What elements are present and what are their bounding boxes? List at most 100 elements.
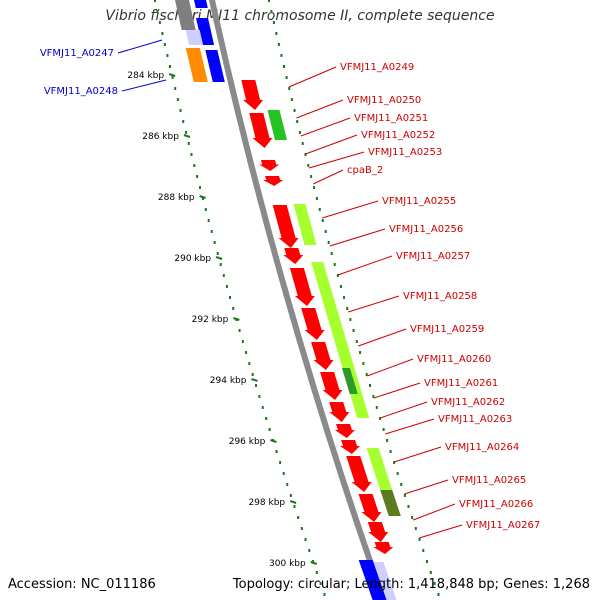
ring-dot bbox=[352, 329, 355, 332]
leader-line bbox=[296, 99, 344, 119]
ring-dot bbox=[310, 175, 313, 178]
ring-dot bbox=[163, 43, 166, 46]
gene-labels: VFMJ11_A0249 VFMJ11_A0250 VFMJ11_A0251 VFMJ… bbox=[40, 48, 540, 531]
gene-label: VFMJ11_A0265 bbox=[452, 475, 526, 486]
ring-dot bbox=[315, 197, 318, 200]
ring-dot bbox=[396, 472, 399, 475]
ring-dot bbox=[184, 131, 187, 134]
gene-block bbox=[366, 448, 393, 490]
gene-block bbox=[185, 30, 204, 45]
ring-dot bbox=[275, 32, 278, 35]
ring-dot bbox=[161, 32, 164, 35]
forward-cds-arrow bbox=[334, 424, 355, 438]
ring-dot bbox=[179, 109, 182, 112]
ring-dot bbox=[265, 417, 268, 420]
ring-dot bbox=[280, 54, 283, 57]
ring-dot bbox=[307, 164, 310, 167]
forward-cds-arrow bbox=[301, 308, 325, 340]
ring-dot bbox=[171, 76, 174, 79]
leader-line bbox=[288, 66, 337, 88]
tick-mark bbox=[233, 317, 240, 321]
gene-label: VFMJ11_A0260 bbox=[417, 354, 491, 365]
tick-ring bbox=[154, 0, 440, 596]
gene-label: VFMJ11_A0263 bbox=[438, 414, 512, 425]
tick-label: 292 kbp bbox=[192, 315, 229, 325]
ring-dot bbox=[407, 505, 410, 508]
ring-dot bbox=[168, 65, 171, 68]
forward-cds-arrow bbox=[249, 113, 273, 148]
ring-dot bbox=[241, 340, 244, 343]
gene-label: VFMJ11_A0251 bbox=[354, 113, 428, 124]
leader-line bbox=[329, 228, 386, 247]
ring-dot bbox=[324, 230, 327, 233]
ring-dot bbox=[245, 351, 248, 354]
tick-label: 298 kbp bbox=[248, 498, 285, 508]
gene-label: VFMJ11_A0259 bbox=[410, 324, 484, 335]
ring-dot bbox=[293, 505, 296, 508]
ring-dot bbox=[336, 274, 339, 277]
ring-dot bbox=[400, 483, 403, 486]
ring-dot bbox=[359, 351, 362, 354]
ring-dot bbox=[365, 373, 368, 376]
ring-dot bbox=[330, 252, 333, 255]
leader-line bbox=[337, 255, 393, 276]
gene-label: VFMJ11_A0257 bbox=[396, 251, 470, 262]
ring-dot bbox=[372, 395, 375, 398]
tick-mark bbox=[251, 378, 258, 382]
ring-dot bbox=[272, 21, 275, 24]
ring-dot bbox=[382, 428, 385, 431]
reverse-cds-block bbox=[196, 18, 215, 45]
ring-dot bbox=[301, 142, 304, 145]
tick-mark bbox=[215, 256, 223, 260]
ring-dot bbox=[238, 329, 241, 332]
ring-dot bbox=[277, 43, 280, 46]
tick-label: 290 kbp bbox=[174, 254, 211, 264]
ring-dot bbox=[308, 549, 311, 552]
ring-dot bbox=[346, 307, 349, 310]
forward-cds-arrow bbox=[289, 268, 315, 306]
gene-label: VFMJ11_A0258 bbox=[403, 291, 477, 302]
ring-dot bbox=[258, 395, 261, 398]
ring-dot bbox=[176, 98, 179, 101]
ring-dot bbox=[275, 450, 278, 453]
tick-label: 286 kbp bbox=[142, 132, 179, 142]
ring-dot bbox=[414, 527, 417, 530]
gene-label: VFMJ11_A0255 bbox=[382, 196, 456, 207]
forward-cds-arrow bbox=[367, 522, 389, 542]
ring-dot bbox=[349, 318, 352, 321]
ring-dot bbox=[323, 593, 326, 596]
gene-label: VFMJ11_A0261 bbox=[424, 378, 498, 389]
leader-line bbox=[348, 295, 400, 313]
leader-line bbox=[393, 446, 442, 463]
ring-dot bbox=[318, 208, 321, 211]
ring-dot bbox=[375, 406, 378, 409]
ring-dot bbox=[300, 527, 303, 530]
ring-dot bbox=[222, 274, 225, 277]
ring-dot bbox=[327, 241, 330, 244]
ring-dot bbox=[201, 197, 204, 200]
ring-dot bbox=[232, 307, 235, 310]
ring-dot bbox=[182, 120, 185, 123]
ring-dot bbox=[229, 296, 232, 299]
tick-mark bbox=[270, 439, 277, 443]
tick-label: 300 kbp bbox=[269, 559, 306, 569]
label-leaders bbox=[117, 39, 463, 539]
ring-dot bbox=[210, 230, 213, 233]
ring-dot bbox=[166, 54, 169, 57]
forward-cds-arrow bbox=[283, 248, 304, 264]
ring-dot bbox=[213, 241, 216, 244]
accession-text: Accession: NC_011186 bbox=[8, 577, 156, 592]
ring-dot bbox=[187, 142, 190, 145]
forward-cds-arrow bbox=[241, 80, 264, 110]
ring-dot bbox=[285, 76, 288, 79]
leader-line bbox=[367, 358, 414, 377]
ring-dot bbox=[193, 164, 196, 167]
ring-dot bbox=[282, 65, 285, 68]
backbone bbox=[208, 0, 387, 600]
ring-dot bbox=[433, 582, 436, 585]
tick-mark bbox=[168, 73, 176, 77]
tick-label: 296 kbp bbox=[229, 437, 266, 447]
ring-dot bbox=[288, 87, 291, 90]
forward-cds-arrow bbox=[340, 440, 360, 454]
reverse-cds-block bbox=[194, 0, 208, 8]
